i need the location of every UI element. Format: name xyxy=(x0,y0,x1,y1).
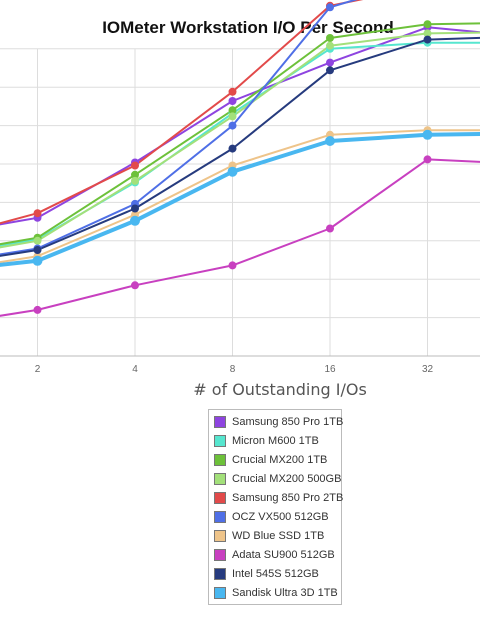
data-point-sandisk-ultra-3d-1tb xyxy=(130,215,140,226)
x-tick-label: 8 xyxy=(230,364,236,375)
legend-swatch xyxy=(214,567,226,580)
data-point-samsung-850-pro-2tb xyxy=(228,87,237,96)
chart-title: IOMeter Workstation I/O Per Second xyxy=(102,18,394,37)
x-tick-label: 4 xyxy=(132,364,138,375)
data-point-crucial-mx200-1tb xyxy=(326,34,334,42)
legend-label: Crucial MX200 1TB xyxy=(232,453,328,466)
data-point-crucial-mx200-1tb xyxy=(423,20,432,29)
legend-swatch xyxy=(214,510,226,523)
data-point-intel-545s-512gb xyxy=(228,144,237,153)
series-line-crucial-mx200-500gb xyxy=(0,31,480,249)
x-tick-label: 16 xyxy=(324,364,336,375)
data-point-intel-545s-512gb xyxy=(423,35,432,44)
legend-label: Micron M600 1TB xyxy=(232,434,319,447)
points-layer xyxy=(32,1,433,314)
data-point-crucial-mx200-1tb xyxy=(228,106,237,115)
x-tick-label: 32 xyxy=(422,364,434,375)
data-point-adata-su900-512gb xyxy=(423,155,432,164)
series-line-wd-blue-ssd-1tb xyxy=(0,129,480,264)
legend-swatch xyxy=(214,529,226,542)
data-point-samsung-850-pro-1tb xyxy=(326,58,334,67)
data-point-samsung-850-pro-2tb xyxy=(131,161,139,170)
legend-item-ocz-vx500-512gb[interactable]: OCZ VX500 512GB xyxy=(209,507,341,526)
data-point-samsung-850-pro-1tb xyxy=(228,97,237,105)
legend-swatch xyxy=(214,586,226,599)
data-point-crucial-mx200-500gb xyxy=(228,112,237,121)
legend-label: Samsung 850 Pro 2TB xyxy=(232,491,344,504)
data-point-sandisk-ultra-3d-1tb xyxy=(32,255,43,266)
data-point-samsung-850-pro-2tb xyxy=(33,209,42,218)
legend-item-samsung-850-pro-1tb[interactable]: Samsung 850 Pro 1TB xyxy=(209,412,344,431)
legend-swatch xyxy=(214,491,226,504)
legend-item-crucial-mx200-500gb[interactable]: Crucial MX200 500GB xyxy=(209,469,341,488)
data-point-crucial-mx200-1tb xyxy=(131,170,139,179)
legend-label: Intel 545S 512GB xyxy=(232,567,319,580)
legend-item-adata-su900-512gb[interactable]: Adata SU900 512GB xyxy=(209,545,341,564)
legend-swatch xyxy=(214,434,226,447)
data-point-adata-su900-512gb xyxy=(33,305,42,314)
data-point-adata-su900-512gb xyxy=(131,281,139,290)
legend: Samsung 850 Pro 1TB Micron M600 1TB Crucia… xyxy=(208,409,344,605)
grid-layer xyxy=(0,48,480,357)
legend-swatch xyxy=(214,472,226,485)
data-point-intel-545s-512gb xyxy=(326,66,334,75)
legend-item-wd-blue-ssd-1tb[interactable]: WD Blue SSD 1TB xyxy=(209,526,341,545)
legend-swatch xyxy=(214,453,226,466)
legend-label: OCZ VX500 512GB xyxy=(232,510,329,523)
legend-label: Sandisk Ultra 3D 1TB xyxy=(232,586,338,599)
data-point-crucial-mx200-500gb xyxy=(131,176,139,185)
data-point-sandisk-ultra-3d-1tb xyxy=(227,166,238,177)
data-point-adata-su900-512gb xyxy=(228,261,237,270)
data-point-crucial-mx200-500gb xyxy=(423,29,432,38)
legend-label: WD Blue SSD 1TB xyxy=(232,529,325,542)
data-point-ocz-vx500-512gb xyxy=(326,3,334,12)
legend-item-sandisk-ultra-3d-1tb[interactable]: Sandisk Ultra 3D 1TB xyxy=(209,583,341,602)
data-point-intel-545s-512gb xyxy=(131,204,139,213)
legend-item-samsung-850-pro-2tb[interactable]: Samsung 850 Pro 2TB xyxy=(209,488,344,507)
ticks-layer: 2 4 8 16 32 xyxy=(35,364,434,375)
data-point-crucial-mx200-500gb xyxy=(326,41,334,50)
legend-item-micron-m600-1tb[interactable]: Micron M600 1TB xyxy=(209,431,341,450)
data-point-adata-su900-512gb xyxy=(326,224,334,233)
data-point-crucial-mx200-500gb xyxy=(33,236,42,245)
legend-item-intel-545s-512gb[interactable]: Intel 545S 512GB xyxy=(209,564,341,583)
series-line-micron-m600-1tb xyxy=(0,41,480,247)
x-tick-label: 2 xyxy=(35,364,41,375)
x-axis-label: # of Outstanding I/Os xyxy=(193,380,367,399)
data-point-ocz-vx500-512gb xyxy=(228,121,237,130)
series-line-intel-545s-512gb xyxy=(0,36,480,257)
data-point-intel-545s-512gb xyxy=(33,246,42,254)
legend-label: Crucial MX200 500GB xyxy=(232,472,342,485)
legend-swatch xyxy=(214,548,226,561)
legend-label: Adata SU900 512GB xyxy=(232,548,335,561)
data-point-sandisk-ultra-3d-1tb xyxy=(422,129,433,140)
legend-swatch xyxy=(214,415,226,428)
legend-label: Samsung 850 Pro 1TB xyxy=(232,415,344,428)
legend-item-crucial-mx200-1tb[interactable]: Crucial MX200 1TB xyxy=(209,450,341,469)
data-point-sandisk-ultra-3d-1tb xyxy=(325,136,335,146)
